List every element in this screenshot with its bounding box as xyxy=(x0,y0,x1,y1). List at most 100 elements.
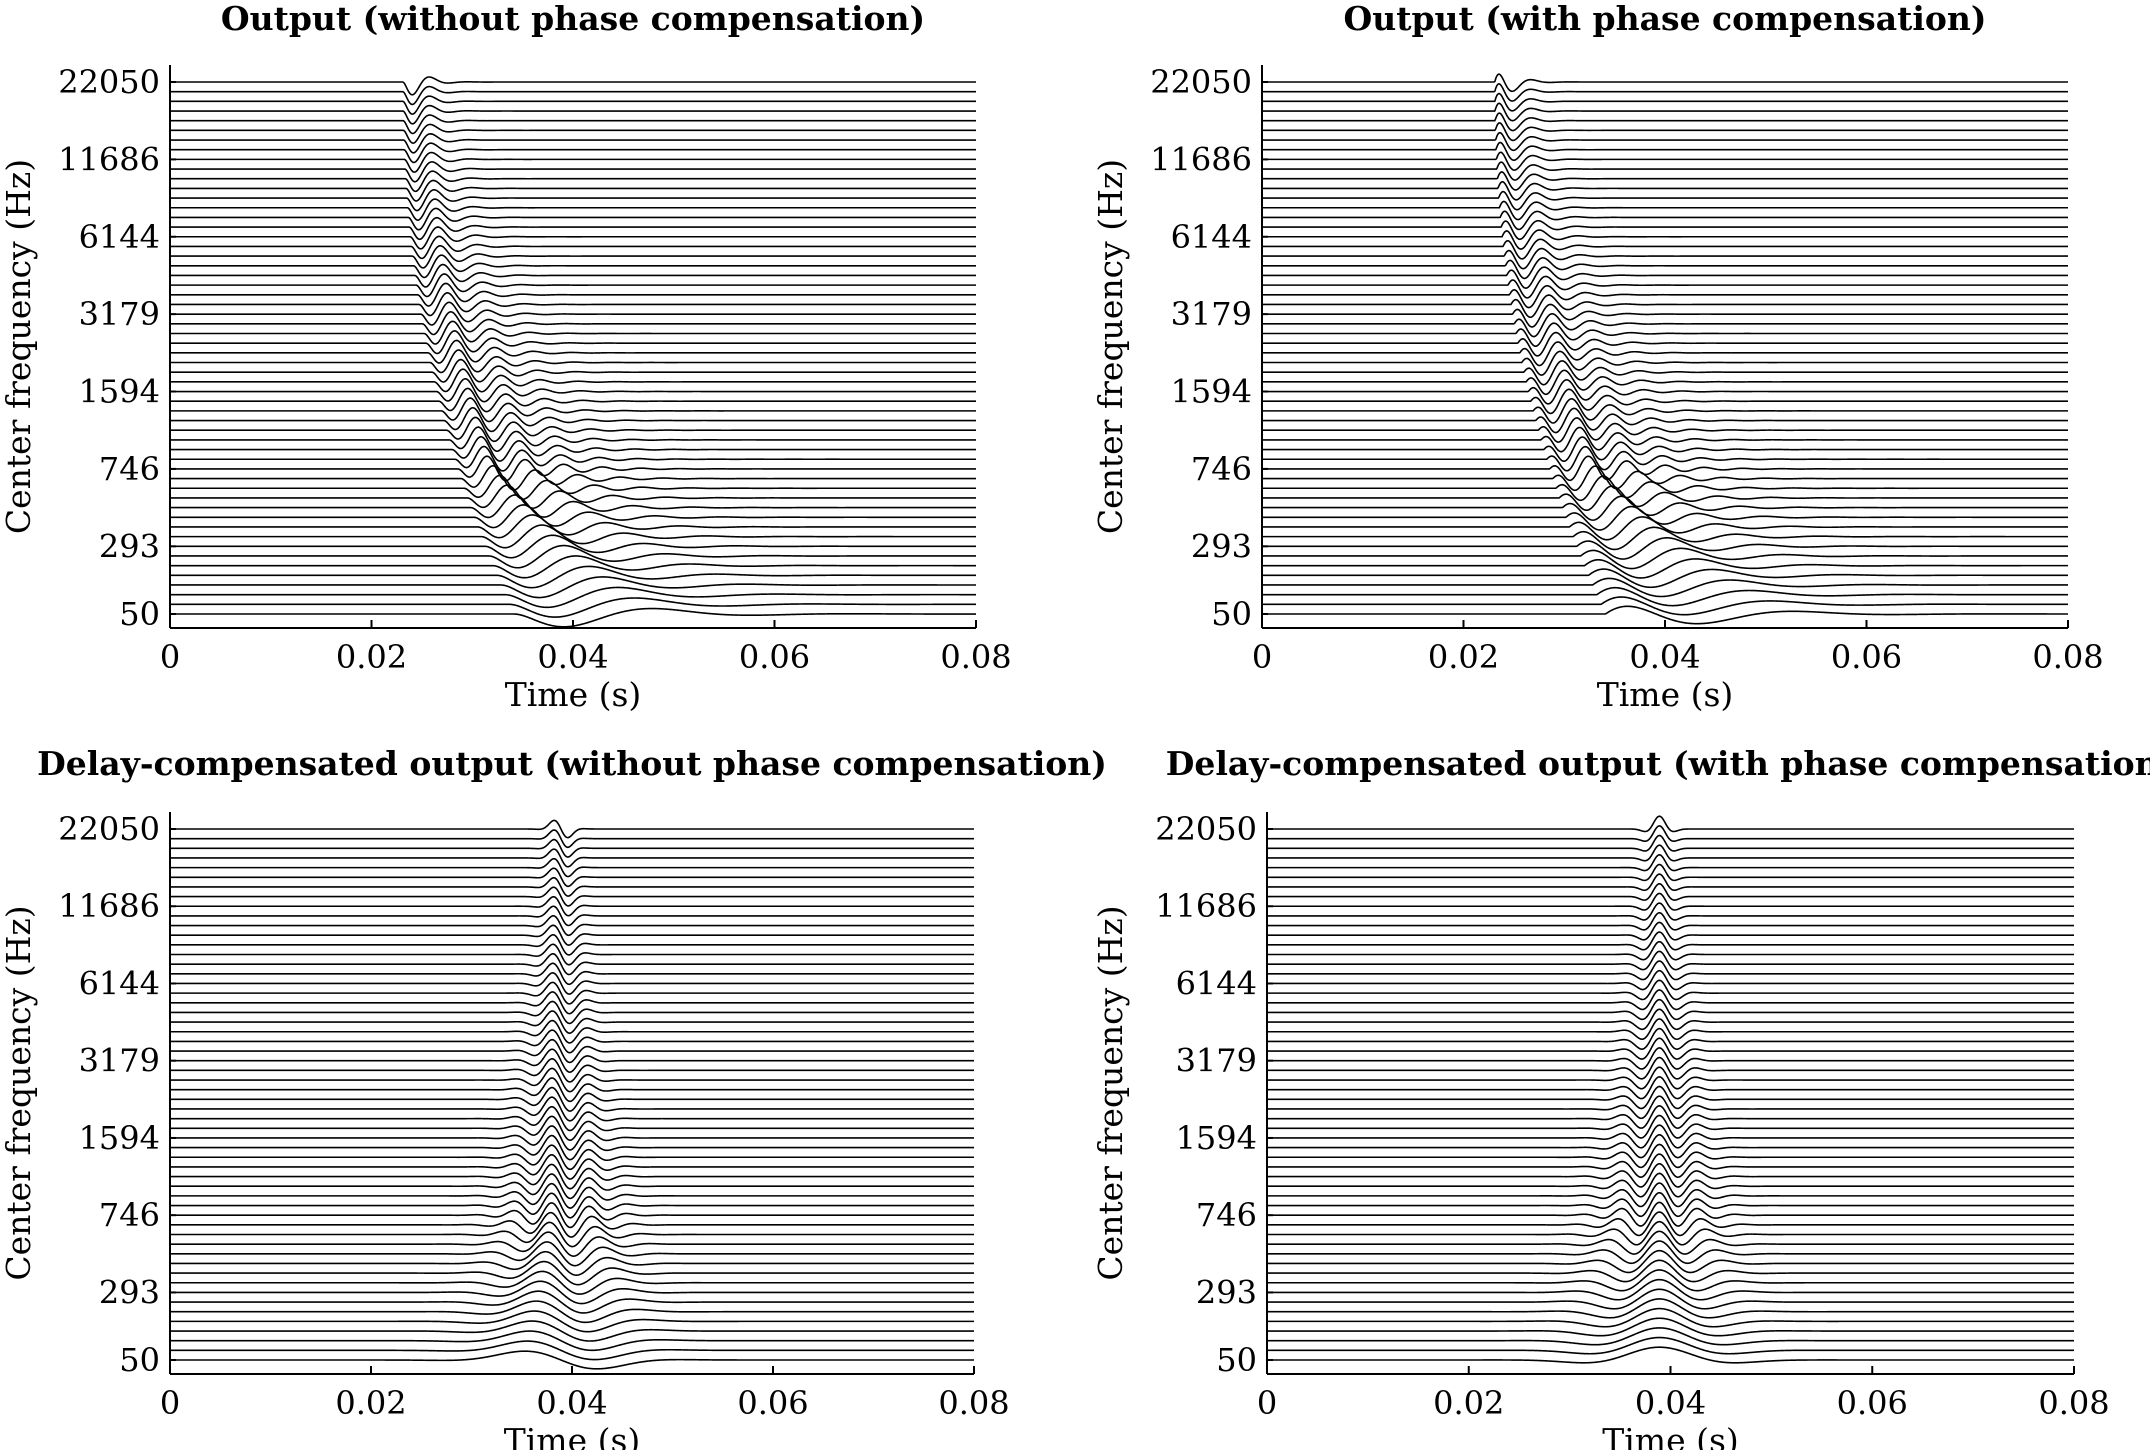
channel-trace xyxy=(1262,219,2068,241)
y-tick-label: 746 xyxy=(99,450,160,488)
channel-traces xyxy=(1262,73,2069,625)
channel-trace xyxy=(1267,989,2074,1011)
y-tick-label: 6144 xyxy=(1176,964,1257,1002)
channel-trace xyxy=(170,76,976,96)
channel-trace xyxy=(170,1058,974,1083)
channel-trace xyxy=(1267,1259,2074,1283)
channel-trace xyxy=(170,484,976,509)
channel-trace xyxy=(1267,844,2074,862)
channel-trace xyxy=(170,565,976,589)
channel-trace xyxy=(1262,294,2068,319)
channel-trace xyxy=(170,876,974,897)
channel-trace xyxy=(1262,275,2068,299)
channel-trace xyxy=(1262,331,2068,357)
channel-traces xyxy=(170,76,976,628)
x-tick-label: 0.04 xyxy=(537,638,608,676)
channel-trace xyxy=(1262,131,2068,152)
channel-trace xyxy=(170,254,976,279)
channel-trace xyxy=(170,1182,974,1209)
channel-trace xyxy=(1262,605,2068,625)
channel-trace xyxy=(170,133,976,154)
channel-trace xyxy=(1262,141,2068,162)
channel-trace xyxy=(170,282,976,307)
channel-trace xyxy=(1267,1288,2074,1310)
channel-trace xyxy=(1267,1056,2074,1080)
channel-trace xyxy=(1267,1230,2074,1255)
channel-trace xyxy=(170,1086,974,1112)
channel-trace xyxy=(1267,1124,2074,1149)
channel-trace xyxy=(170,465,976,491)
channel-trace xyxy=(170,895,974,917)
channel-trace xyxy=(1262,407,2068,434)
channel-trace xyxy=(1267,1182,2074,1208)
channel-trace xyxy=(1267,1037,2074,1060)
x-tick-label: 0.04 xyxy=(1635,1384,1706,1422)
channel-trace xyxy=(1267,1008,2074,1031)
channel-trace xyxy=(170,311,976,336)
channel-trace xyxy=(170,1241,974,1267)
channel-trace xyxy=(1267,979,2074,1001)
channel-trace xyxy=(170,397,976,423)
channel-trace xyxy=(1262,200,2068,221)
channel-trace xyxy=(1262,516,2068,541)
channel-trace xyxy=(1262,210,2068,231)
channel-trace xyxy=(1267,1018,2074,1041)
channel-trace xyxy=(1262,122,2068,142)
y-axis-label: Center frequency (Hz) xyxy=(0,159,38,534)
x-tick-label: 0.06 xyxy=(739,638,810,676)
channel-trace xyxy=(170,349,976,374)
channel-trace xyxy=(170,494,976,519)
channel-trace xyxy=(170,114,976,135)
channel-trace xyxy=(170,1290,974,1314)
channel-trace xyxy=(1267,1162,2074,1188)
channel-trace xyxy=(1267,931,2074,951)
y-tick-label: 1594 xyxy=(79,1119,160,1157)
channel-trace xyxy=(170,1280,974,1305)
channel-trace xyxy=(1267,1047,2074,1070)
channel-trace xyxy=(1267,1172,2074,1198)
y-tick-label: 6144 xyxy=(79,218,160,256)
channel-trace xyxy=(170,188,976,212)
y-axis-label: Center frequency (Hz) xyxy=(0,905,38,1280)
channel-trace xyxy=(1267,854,2074,872)
channel-trace xyxy=(1267,1066,2074,1090)
channel-trace xyxy=(170,1310,974,1333)
channel-trace xyxy=(170,226,976,250)
channel-trace xyxy=(170,301,976,326)
y-tick-label: 22050 xyxy=(1150,63,1252,101)
channel-trace xyxy=(170,378,976,403)
channel-trace xyxy=(1262,341,2068,367)
channel-trace xyxy=(1262,568,2068,589)
y-tick-label: 746 xyxy=(1196,1196,1257,1234)
channel-trace xyxy=(1262,112,2068,132)
channel-trace xyxy=(1262,171,2068,191)
y-tick-label: 1594 xyxy=(79,373,160,411)
channel-trace xyxy=(1267,998,2074,1021)
channel-trace xyxy=(1262,73,2068,93)
y-tick-label: 293 xyxy=(1196,1273,1257,1311)
x-tick-label: 0 xyxy=(160,638,180,676)
channel-trace xyxy=(170,339,976,364)
channel-trace xyxy=(170,1231,974,1257)
channel-trace xyxy=(170,597,976,618)
channel-trace xyxy=(1262,369,2068,396)
x-tick-label: 0.06 xyxy=(737,1384,808,1422)
channel-trace xyxy=(170,1221,974,1248)
channel-trace xyxy=(170,1300,974,1324)
x-tick-label: 0.04 xyxy=(536,1384,607,1422)
channel-trace xyxy=(1262,161,2068,181)
channel-trace xyxy=(1262,465,2068,492)
y-tick-label: 22050 xyxy=(58,810,160,848)
channel-trace xyxy=(170,943,974,966)
panel-2: Output (with phase compensation) 0 0.02 0.0… xyxy=(1091,0,2104,714)
channel-trace xyxy=(170,914,974,937)
channel-trace xyxy=(170,544,976,569)
channel-trace xyxy=(170,416,976,443)
channel-trace xyxy=(170,406,976,433)
channel-trace xyxy=(170,1250,974,1276)
channel-traces xyxy=(170,819,974,1370)
x-tick-label: 0.02 xyxy=(335,1384,406,1422)
channel-trace xyxy=(170,962,974,986)
panel-title: Output (with phase compensation) xyxy=(1343,0,1986,38)
channel-trace xyxy=(170,1270,974,1295)
